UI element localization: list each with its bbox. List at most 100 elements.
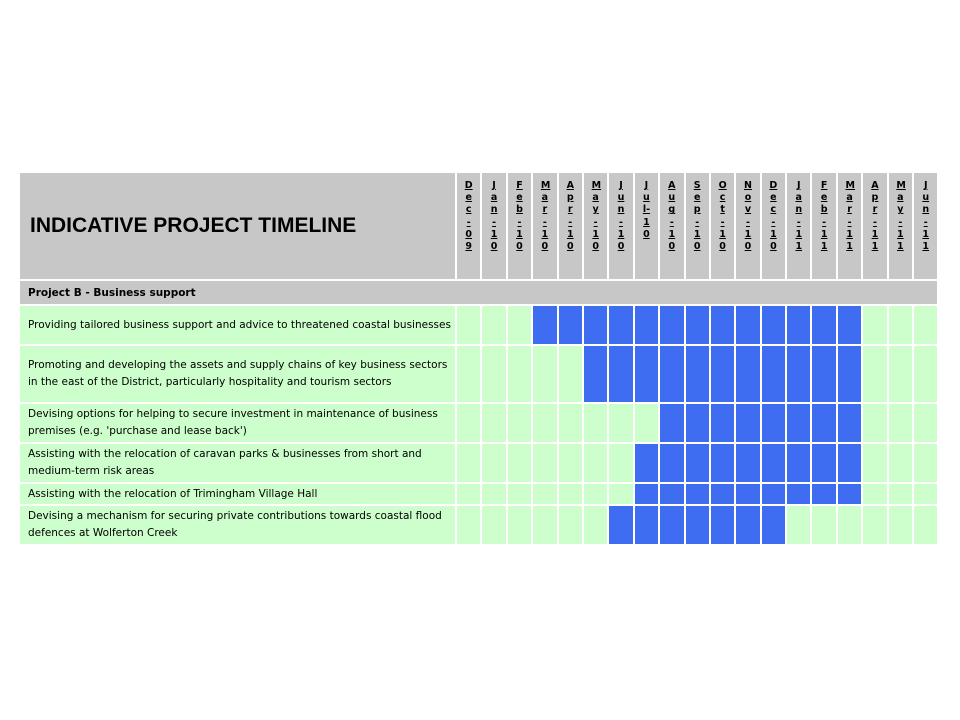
timeline-bar-cell — [761, 306, 786, 344]
month-header: Jan-11 — [787, 173, 811, 279]
timeline-empty-cell — [863, 484, 887, 504]
timeline-bar-cell — [761, 404, 786, 442]
timeline-empty-cell — [583, 506, 608, 544]
month-header: Dec-09 — [457, 173, 481, 279]
timeline-header-row: INDICATIVE PROJECT TIMELINE Dec-09 Jan-10… — [20, 173, 938, 279]
timeline-empty-cell — [558, 404, 582, 442]
task-label: Devising a mechanism for securing privat… — [20, 506, 455, 544]
timeline-empty-cell — [888, 444, 913, 482]
timeline-empty-cell — [482, 506, 506, 544]
timeline-empty-cell — [888, 506, 913, 544]
timeline-bar-cell — [837, 484, 862, 504]
month-header: Dec-10 — [761, 173, 786, 279]
month-header: Feb-11 — [812, 173, 836, 279]
task-label: Providing tailored business support and … — [20, 306, 455, 344]
timeline-empty-cell — [609, 484, 633, 504]
timeline-empty-cell — [914, 306, 938, 344]
month-label: Apr-11 — [871, 180, 879, 253]
timeline-bar-cell — [685, 346, 709, 402]
timeline-bar-cell — [583, 346, 608, 402]
timeline-empty-cell — [533, 484, 557, 504]
timeline-empty-cell — [457, 506, 481, 544]
timeline-bar-cell — [685, 444, 709, 482]
section-title: Project B - Business support — [20, 281, 938, 304]
month-label: Oct-10 — [718, 180, 727, 253]
timeline-empty-cell — [533, 444, 557, 482]
month-header: May-10 — [583, 173, 608, 279]
timeline-bar-cell — [710, 444, 735, 482]
task-label: Assisting with the relocation of caravan… — [20, 444, 455, 482]
timeline-bar-cell — [761, 346, 786, 402]
timeline-empty-cell — [609, 444, 633, 482]
month-header: Apr-11 — [863, 173, 887, 279]
timeline-bar-cell — [787, 346, 811, 402]
timeline-empty-cell — [888, 346, 913, 402]
timeline-empty-cell — [863, 506, 887, 544]
timeline-bar-cell — [558, 306, 582, 344]
timeline-bar-cell — [710, 404, 735, 442]
task-row: Assisting with the relocation of Triming… — [20, 484, 938, 504]
month-label: Feb-10 — [516, 180, 523, 253]
timeline-empty-cell — [863, 404, 887, 442]
month-label: Jan-11 — [795, 180, 803, 253]
timeline-bar-cell — [685, 404, 709, 442]
month-label: Feb-11 — [820, 180, 828, 253]
month-header: Jul-10 — [634, 173, 659, 279]
month-label: Sep-10 — [693, 180, 701, 253]
timeline-empty-cell — [507, 484, 532, 504]
timeline-empty-cell — [914, 346, 938, 402]
month-label: May-11 — [896, 180, 906, 253]
timeline-body: Project B - Business support Providing t… — [20, 281, 938, 544]
month-header: Oct-10 — [710, 173, 735, 279]
month-label: Dec-10 — [769, 180, 778, 253]
timeline-empty-cell — [863, 306, 887, 344]
timeline-bar-cell — [710, 306, 735, 344]
timeline-bar-cell — [609, 306, 633, 344]
timeline-empty-cell — [888, 404, 913, 442]
timeline-bar-cell — [812, 346, 836, 402]
timeline-bar-cell — [660, 444, 684, 482]
month-header: Mar-10 — [533, 173, 557, 279]
timeline-bar-cell — [710, 506, 735, 544]
timeline-bar-cell — [837, 346, 862, 402]
timeline-empty-cell — [507, 404, 532, 442]
timeline-bar-cell — [787, 444, 811, 482]
month-label: Apr-10 — [566, 180, 574, 253]
timeline-title: INDICATIVE PROJECT TIMELINE — [20, 173, 455, 279]
task-row: Assisting with the relocation of caravan… — [20, 444, 938, 482]
month-header: Feb-10 — [507, 173, 532, 279]
task-row: Devising a mechanism for securing privat… — [20, 506, 938, 544]
timeline-empty-cell — [482, 484, 506, 504]
timeline-empty-cell — [507, 346, 532, 402]
timeline-bar-cell — [761, 444, 786, 482]
timeline-empty-cell — [507, 506, 532, 544]
timeline-empty-cell — [482, 404, 506, 442]
timeline-bar-cell — [533, 306, 557, 344]
month-label: May-10 — [591, 180, 602, 253]
timeline-empty-cell — [457, 346, 481, 402]
timeline-bar-cell — [685, 306, 709, 344]
timeline-bar-cell — [710, 484, 735, 504]
timeline-empty-cell — [457, 444, 481, 482]
timeline-bar-cell — [812, 444, 836, 482]
timeline-empty-cell — [457, 306, 481, 344]
month-header: Jun-10 — [609, 173, 633, 279]
timeline-bar-cell — [660, 484, 684, 504]
timeline-empty-cell — [634, 404, 659, 442]
timeline-bar-cell — [660, 506, 684, 544]
month-label: Aug-10 — [668, 180, 676, 253]
timeline-empty-cell — [812, 506, 836, 544]
timeline-bar-cell — [685, 506, 709, 544]
timeline-empty-cell — [457, 484, 481, 504]
timeline-bar-cell — [710, 346, 735, 402]
month-header: Nov-10 — [736, 173, 760, 279]
timeline-bar-cell — [837, 444, 862, 482]
month-label: Nov-10 — [744, 180, 752, 253]
timeline-bar-cell — [736, 506, 760, 544]
timeline-empty-cell — [914, 444, 938, 482]
month-header: Sep-10 — [685, 173, 709, 279]
timeline-empty-cell — [533, 346, 557, 402]
month-header: Mar-11 — [837, 173, 862, 279]
task-label: Promoting and developing the assets and … — [20, 346, 455, 402]
timeline-empty-cell — [482, 346, 506, 402]
